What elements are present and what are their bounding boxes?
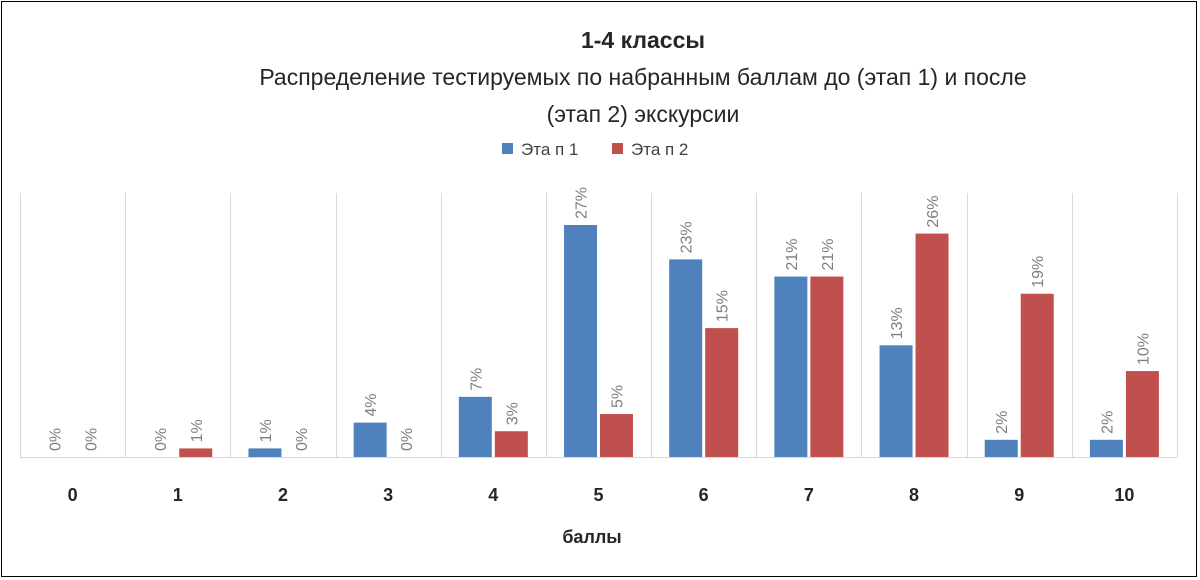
chart-subtitle-line2: (этап 2) экскурсии [547,101,740,127]
x-axis-tick-labels: 0 1 2 3 4 5 6 7 8 9 10 [68,485,1135,505]
x-tick-label: 8 [909,485,919,505]
data-label-series-1: 1% [258,419,275,442]
data-label-series-1: 21% [784,239,801,271]
data-label-series-1: 0% [153,428,170,451]
data-label-series-1: 7% [468,368,485,391]
bar-series-1 [1089,439,1123,457]
legend-label-series-2: Эта п 2 [631,140,688,159]
bar-series-2 [915,233,949,457]
data-label-series-2: 15% [715,290,732,322]
data-label-series-2: 0% [84,428,101,451]
bar-series-2 [494,431,528,457]
x-tick-label: 1 [173,485,183,505]
bar-series-1 [774,276,808,457]
x-tick-label: 7 [804,485,814,505]
data-label-series-2: 21% [820,239,837,271]
data-label-series-2: 10% [1135,333,1152,365]
bar-series-1 [984,439,1018,457]
bar-series-1 [458,396,492,457]
bar-series-1 [248,448,282,457]
bar-series-2 [810,276,844,457]
data-label-series-1: 0% [48,428,65,451]
data-label-series-2: 0% [399,428,416,451]
data-label-series-1: 13% [889,307,906,339]
data-label-series-2: 0% [294,428,311,451]
data-label-series-1: 2% [1099,411,1116,434]
plot-grid [20,193,1178,458]
chart-subtitle-line1: Распределение тестируемых по набранным б… [259,64,1026,90]
data-label-series-2: 26% [925,196,942,228]
x-tick-label: 10 [1114,485,1134,505]
x-tick-label: 9 [1014,485,1024,505]
bar-series-2 [1125,371,1159,457]
bar-series-2 [705,328,739,457]
data-label-series-2: 5% [610,385,627,408]
bar-series-2 [179,448,213,457]
x-tick-label: 3 [383,485,393,505]
plot-data-labels: 0% 0% 0% 1% 1% 0% 4% 0% 7% 3% 27% 5% 23% 15% 21% 21% 13%… [48,187,1153,451]
data-label-series-1: 27% [574,187,591,219]
data-label-series-1: 4% [363,394,380,417]
x-tick-label: 5 [593,485,603,505]
bar-series-1 [564,225,597,457]
x-tick-label: 0 [68,485,78,505]
legend-label-series-1: Эта п 1 [521,140,578,159]
x-tick-label: 4 [488,485,498,505]
bar-series-2 [1020,293,1054,457]
bar-series-1 [879,345,913,457]
data-label-series-2: 3% [504,402,521,425]
legend-swatch-series-1 [502,143,513,154]
data-label-series-1: 2% [994,411,1011,434]
legend: Эта п 1 Эта п 2 [502,140,688,159]
data-label-series-2: 1% [189,419,206,442]
legend-swatch-series-2 [612,143,623,154]
x-tick-label: 6 [699,485,709,505]
data-label-series-2: 19% [1030,256,1047,288]
bar-series-1 [669,259,703,457]
bar-series-2 [600,414,633,457]
bar-series-1 [353,422,387,457]
x-axis-title: баллы [562,527,621,547]
plot-bars [179,225,1159,457]
chart-title: 1-4 классы [581,27,705,53]
data-label-series-1: 23% [679,221,696,253]
x-tick-label: 2 [278,485,288,505]
